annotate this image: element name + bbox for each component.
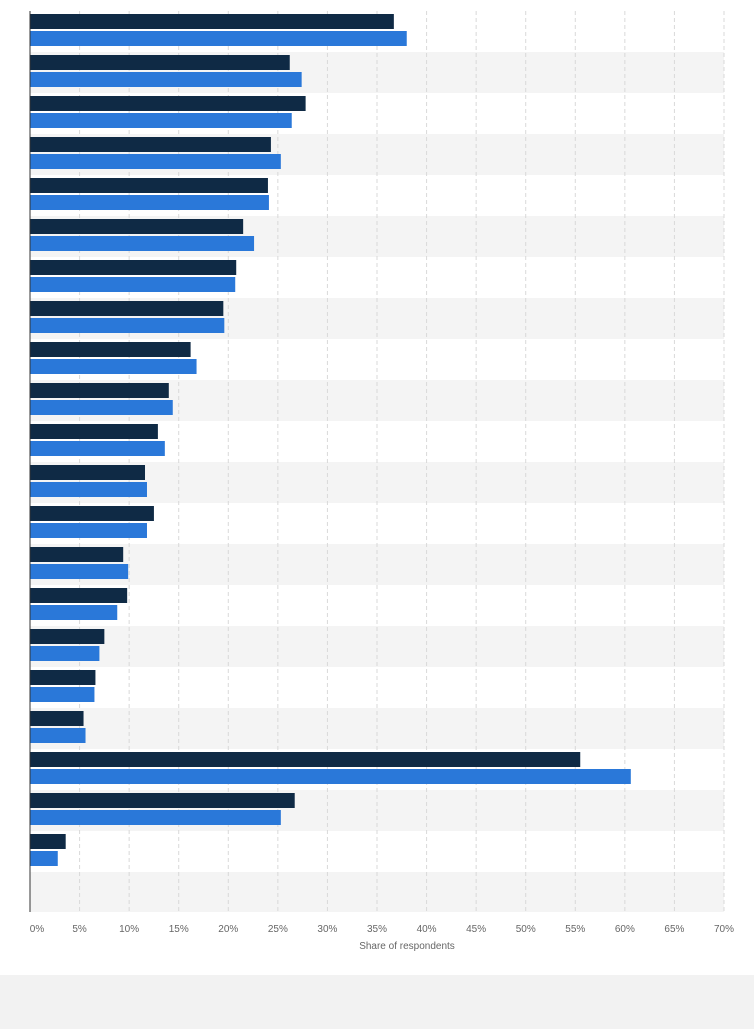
x-tick-label: 25% <box>268 924 288 935</box>
x-tick-label: 40% <box>417 924 437 935</box>
bar <box>30 400 173 415</box>
bar <box>30 195 269 210</box>
bar <box>30 96 306 111</box>
bar <box>30 793 295 808</box>
bar <box>30 711 84 726</box>
bar <box>30 588 128 603</box>
x-tick-labels: 0% 5% 10% 15% 20% 25% 30% 35% 40% 45% 50% 55% 60% 65%… <box>30 924 734 935</box>
bar <box>30 424 158 439</box>
bar <box>30 547 124 562</box>
x-tick-label: 15% <box>169 924 189 935</box>
bar <box>30 72 302 87</box>
bar <box>30 605 118 620</box>
x-tick-label: 35% <box>367 924 387 935</box>
bar <box>30 687 95 702</box>
x-tick-label: 70% <box>714 924 734 935</box>
bar <box>30 219 244 234</box>
bar <box>30 465 146 480</box>
row-band <box>30 872 724 912</box>
bar <box>30 277 236 292</box>
bar <box>30 31 407 46</box>
bar <box>30 441 165 456</box>
bar <box>30 383 169 398</box>
bar <box>30 769 631 784</box>
bar <box>30 137 271 152</box>
x-tick-label: 50% <box>516 924 536 935</box>
bar <box>30 342 191 357</box>
bar <box>30 810 281 825</box>
bar <box>30 851 58 866</box>
bar <box>30 752 581 767</box>
x-tick-label: 0% <box>30 924 45 935</box>
x-tick-label: 30% <box>317 924 337 935</box>
bar <box>30 113 292 128</box>
bar <box>30 629 105 644</box>
bar <box>30 154 281 169</box>
x-tick-label: 10% <box>119 924 139 935</box>
x-tick-label: 5% <box>72 924 87 935</box>
bars <box>30 14 631 866</box>
bar <box>30 564 129 579</box>
bar <box>30 55 290 70</box>
chart-panel: 0% 5% 10% 15% 20% 25% 30% 35% 40% 45% 50% 55% 60% 65%… <box>0 0 754 975</box>
bar <box>30 834 66 849</box>
bar <box>30 728 86 743</box>
bar <box>30 482 147 497</box>
bar <box>30 359 197 374</box>
x-tick-label: 65% <box>664 924 684 935</box>
x-tick-label: 45% <box>466 924 486 935</box>
x-axis-title: Share of respondents <box>359 941 455 952</box>
bar <box>30 670 96 685</box>
bar <box>30 523 147 538</box>
bar <box>30 14 394 29</box>
x-tick-label: 60% <box>615 924 635 935</box>
row-band <box>30 626 724 667</box>
row-band <box>30 585 724 626</box>
bar <box>30 506 154 521</box>
x-tick-label: 20% <box>218 924 238 935</box>
chart-svg: 0% 5% 10% 15% 20% 25% 30% 35% 40% 45% 50% 55% 60% 65%… <box>29 11 734 952</box>
bar <box>30 318 225 333</box>
row-band <box>30 667 724 708</box>
bar <box>30 236 255 251</box>
bar <box>30 646 100 661</box>
x-tick-label: 55% <box>565 924 585 935</box>
bar <box>30 178 268 193</box>
bar <box>30 260 237 275</box>
bar <box>30 301 224 316</box>
